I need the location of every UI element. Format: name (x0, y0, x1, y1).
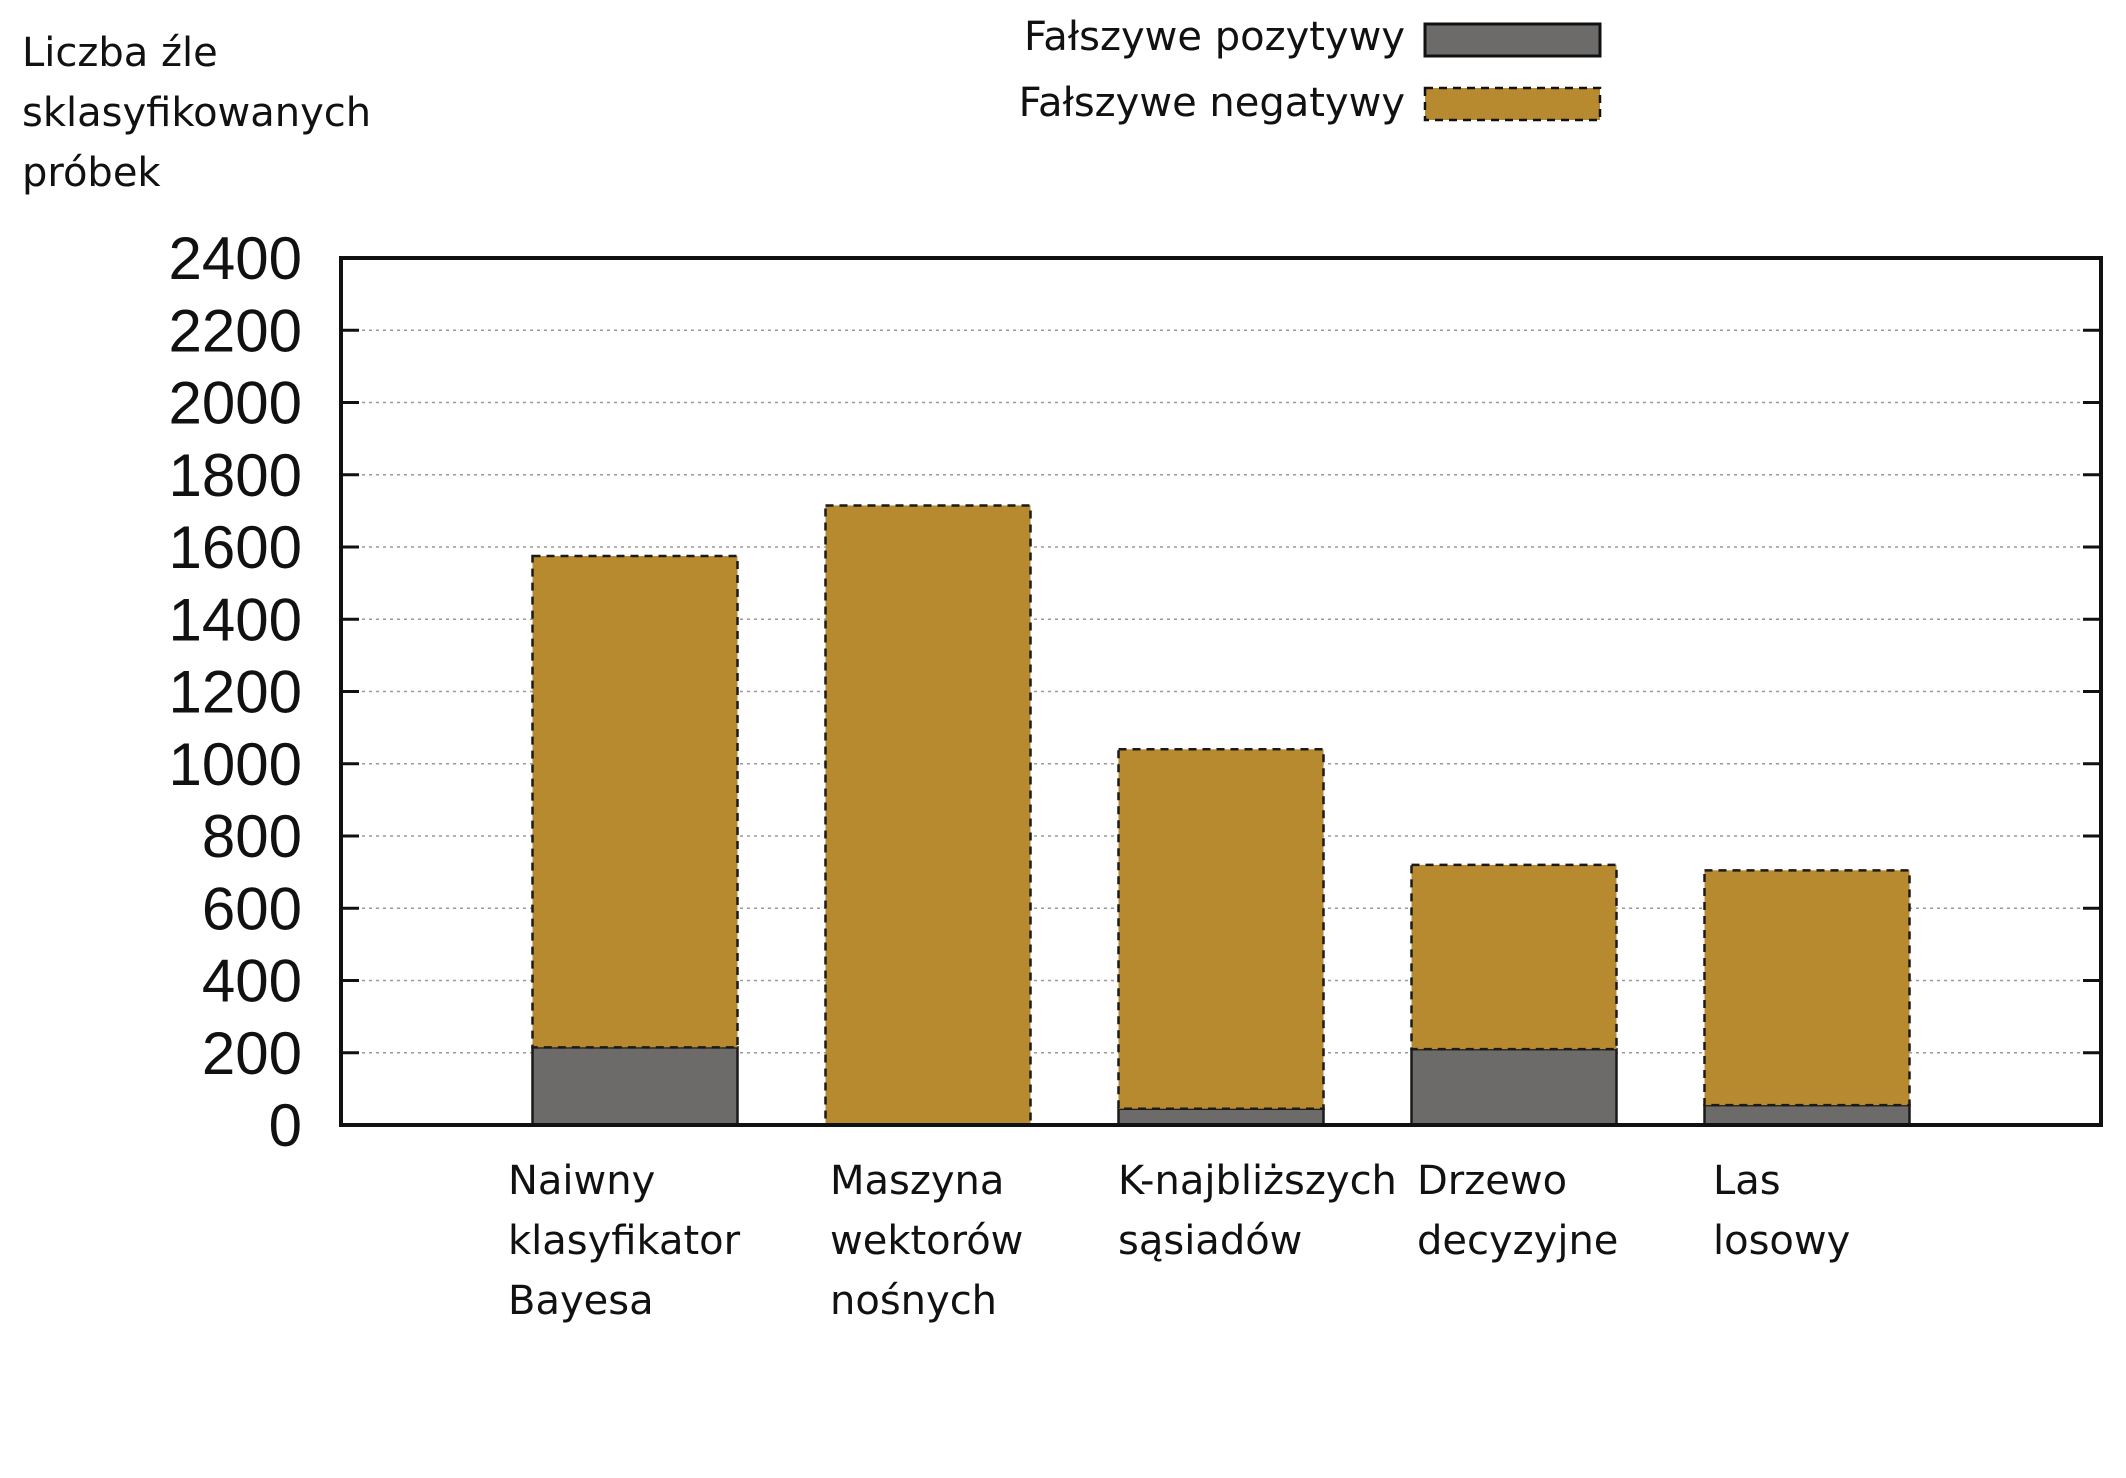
category-label: Maszyna wektorów nośnych (830, 1158, 1023, 1324)
category-label-line: Bayesa (508, 1278, 654, 1324)
y-axis-label-line: sklasyfikowanych (22, 90, 371, 136)
category-label-line: sąsiadów (1118, 1218, 1302, 1264)
legend-swatch (1423, 86, 1602, 122)
category-label-line: decyzyjne (1417, 1218, 1618, 1264)
y-axis-label: Liczba źle sklasyfikowanych próbek (22, 30, 371, 196)
bar-segment (1703, 869, 1911, 1107)
bar-segment (824, 504, 1032, 1127)
category-label-line: nośnych (830, 1278, 997, 1324)
y-tick-label: 600 (202, 875, 302, 942)
bar-segment (1703, 1103, 1911, 1127)
y-axis-label-line: Liczba źle (22, 30, 218, 76)
category-label-line: wektorów (830, 1218, 1023, 1264)
y-tick-label: 1400 (169, 586, 302, 653)
y-tick-label: 1600 (169, 514, 302, 581)
y-tick-label: 0 (269, 1092, 302, 1159)
bar-segment (531, 1046, 739, 1127)
category-label-line: losowy (1713, 1218, 1850, 1264)
category-label: Las losowy (1713, 1158, 1850, 1264)
y-tick-label: 1200 (169, 659, 302, 726)
y-tick-label: 1800 (169, 442, 302, 509)
y-tick-label: 400 (202, 948, 302, 1015)
category-label: K-najbliższych sąsiadów (1118, 1158, 1397, 1264)
y-ticks: 0200400600800100012001400160018002000220… (169, 225, 2101, 1159)
category-label-line: Maszyna (830, 1158, 1004, 1204)
y-tick-label: 2000 (169, 370, 302, 437)
y-tick-label: 200 (202, 1020, 302, 1087)
y-axis-label-line: próbek (22, 150, 161, 196)
y-tick-label: 1000 (169, 731, 302, 798)
category-label-line: Drzewo (1417, 1158, 1567, 1204)
legend-label: Fałszywe negatywy (1019, 80, 1405, 126)
bar-segment (531, 554, 739, 1049)
bar-segment (1117, 748, 1325, 1110)
y-tick-label: 2400 (169, 225, 302, 292)
bars (531, 504, 1911, 1127)
category-label-line: K-najbliższych (1118, 1158, 1397, 1204)
bar-segment (1410, 863, 1618, 1051)
legend-swatch (1423, 22, 1602, 58)
bar-segment (1117, 1107, 1325, 1127)
category-label-line: Las (1713, 1158, 1781, 1204)
y-tick-label: 800 (202, 803, 302, 870)
category-label-line: Naiwny (508, 1158, 655, 1204)
category-label-line: klasyfikator (508, 1218, 741, 1264)
category-label: Drzewo decyzyjne (1417, 1158, 1618, 1264)
category-label: Naiwny klasyfikator Bayesa (508, 1158, 741, 1324)
x-categories: Naiwny klasyfikator Bayesa Maszyna wektorów n… (508, 1158, 1850, 1324)
bar-segment (1410, 1047, 1618, 1127)
y-tick-label: 2200 (169, 297, 302, 364)
legend: Fałszywe pozytywy Fałszywe negatywy (1019, 14, 1602, 126)
legend-label: Fałszywe pozytywy (1024, 14, 1405, 60)
